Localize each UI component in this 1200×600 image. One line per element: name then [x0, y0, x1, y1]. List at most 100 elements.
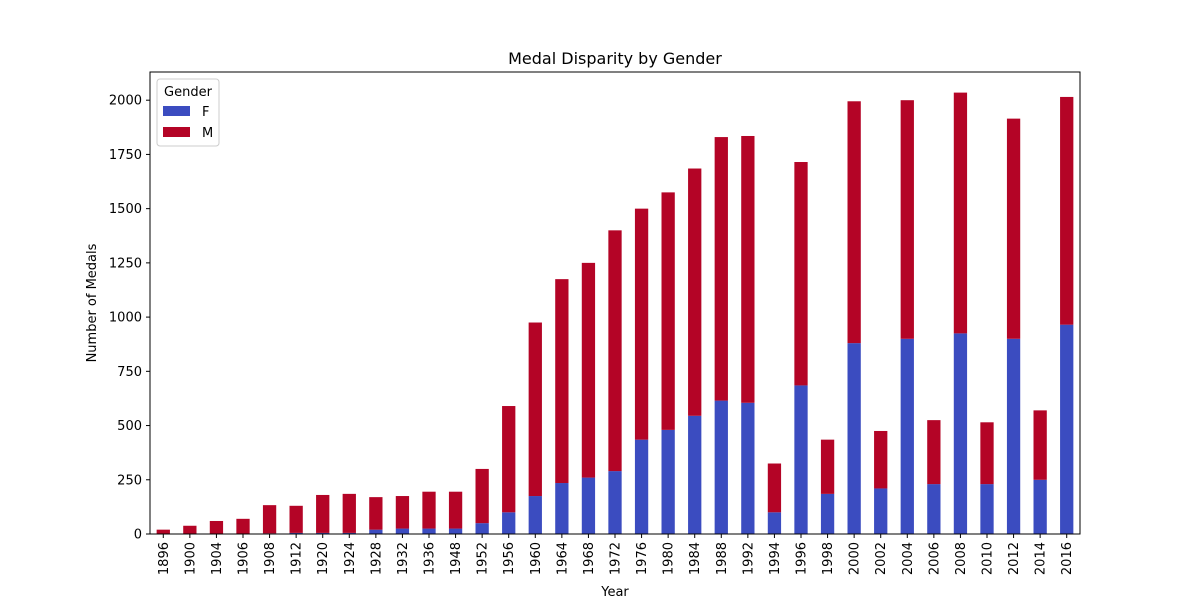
bar-f-1912: [289, 532, 303, 534]
legend-label-m: M: [202, 126, 213, 141]
bar-f-1992: [741, 402, 755, 534]
bar-m-1924: [342, 493, 356, 533]
x-tick-label-1928: 1928: [369, 542, 384, 575]
bar-m-2008: [953, 92, 968, 334]
bar-m-1904: [209, 520, 224, 534]
x-tick-label-1964: 1964: [555, 542, 570, 575]
x-tick-label-1904: 1904: [210, 542, 225, 575]
x-tick-label-1960: 1960: [529, 542, 544, 575]
y-tick-label-750: 750: [117, 365, 142, 380]
bar-f-2000: [847, 343, 861, 534]
y-tick-label-1500: 1500: [109, 202, 142, 217]
bar-m-2006: [927, 420, 941, 485]
x-tick-label-1908: 1908: [263, 542, 278, 575]
plot-frame: [149, 71, 1081, 535]
bars-group: [156, 92, 1074, 534]
bar-m-2016: [1060, 96, 1074, 325]
bar-m-1972: [608, 230, 622, 472]
bar-f-1976: [634, 439, 649, 534]
bar-f-2016: [1060, 324, 1074, 534]
x-tick-label-1996: 1996: [795, 542, 810, 575]
legend-swatch-m: [163, 127, 190, 137]
bar-f-1972: [608, 471, 622, 534]
bar-m-1932: [395, 496, 410, 529]
bar-m-2014: [1033, 410, 1047, 480]
bar-f-2012: [1006, 338, 1021, 534]
bar-f-1998: [820, 493, 835, 534]
bar-m-1896: [156, 529, 170, 534]
y-tick-label-250: 250: [117, 473, 142, 488]
bar-f-1968: [581, 477, 596, 534]
x-tick-label-1936: 1936: [423, 542, 438, 575]
bar-f-1996: [794, 385, 808, 534]
bar-m-1992: [741, 135, 755, 403]
x-tick-label-2006: 2006: [927, 542, 942, 575]
bar-m-1912: [289, 505, 303, 533]
bar-f-1994: [767, 512, 782, 534]
bar-m-1906: [236, 518, 250, 534]
x-tick-label-2012: 2012: [1007, 542, 1022, 575]
bar-m-2002: [874, 430, 888, 489]
x-tick-label-1906: 1906: [237, 542, 252, 575]
x-tick-label-1900: 1900: [183, 542, 198, 575]
x-tick-label-1968: 1968: [582, 542, 597, 575]
x-tick-label-2002: 2002: [874, 542, 889, 575]
bar-f-1928: [369, 529, 383, 534]
bar-m-1984: [688, 168, 702, 416]
x-tick-label-1992: 1992: [741, 542, 756, 575]
legend-title: Gender: [164, 85, 213, 100]
bar-m-1988: [714, 137, 728, 401]
bar-m-1900: [183, 525, 197, 534]
bar-m-1936: [422, 491, 436, 529]
bar-f-1952: [475, 523, 489, 534]
bar-m-1996: [794, 162, 808, 386]
x-tick-label-1896: 1896: [157, 542, 172, 575]
bar-m-2010: [980, 422, 994, 485]
x-tick-label-1956: 1956: [502, 542, 517, 575]
x-tick-label-2016: 2016: [1060, 542, 1075, 575]
bar-f-1956: [502, 512, 516, 534]
y-tick-label-1000: 1000: [109, 311, 142, 326]
bar-m-1952: [475, 468, 489, 524]
x-tick-label-1976: 1976: [635, 542, 650, 575]
x-tick-label-1932: 1932: [396, 542, 411, 575]
bar-m-1960: [528, 322, 542, 497]
bar-f-1980: [661, 429, 675, 534]
bar-m-1994: [767, 463, 782, 513]
bar-m-1968: [581, 262, 596, 478]
bar-m-2000: [847, 101, 861, 344]
x-tick-label-1952: 1952: [476, 542, 491, 575]
bar-f-1936: [422, 528, 436, 534]
x-tick-label-1912: 1912: [290, 542, 305, 575]
bar-m-1998: [820, 439, 835, 494]
bar-m-1956: [502, 406, 516, 513]
y-tick-label-0: 0: [134, 528, 142, 543]
x-tick-label-2014: 2014: [1034, 542, 1049, 575]
bar-f-1920: [316, 532, 330, 534]
bar-f-1988: [714, 400, 728, 534]
bar-f-1932: [395, 528, 410, 534]
x-tick-label-1972: 1972: [609, 542, 624, 575]
y-tick-label-500: 500: [117, 419, 142, 434]
bar-f-1964: [555, 483, 569, 534]
x-tick-label-2000: 2000: [848, 542, 863, 575]
bar-f-1924: [342, 532, 356, 534]
chart-title: Medal Disparity by Gender: [508, 49, 722, 68]
x-tick-label-1948: 1948: [449, 542, 464, 575]
bar-m-1948: [448, 491, 463, 529]
bar-m-1928: [369, 497, 383, 530]
bar-m-1976: [634, 208, 649, 440]
x-tick-label-1994: 1994: [768, 542, 783, 575]
bar-m-2012: [1006, 118, 1021, 339]
bar-m-1980: [661, 192, 675, 430]
x-tick-label-1980: 1980: [662, 542, 677, 575]
y-tick-label-2000: 2000: [109, 94, 142, 109]
x-tick-label-1920: 1920: [316, 542, 331, 575]
x-tick-label-2010: 2010: [981, 542, 996, 575]
x-tick-label-2004: 2004: [901, 542, 916, 575]
bar-f-2004: [900, 338, 914, 534]
y-axis: 0 250 500 750 1000 1250 1500 1750 2000: [109, 94, 150, 543]
x-tick-label-1984: 1984: [688, 542, 703, 575]
